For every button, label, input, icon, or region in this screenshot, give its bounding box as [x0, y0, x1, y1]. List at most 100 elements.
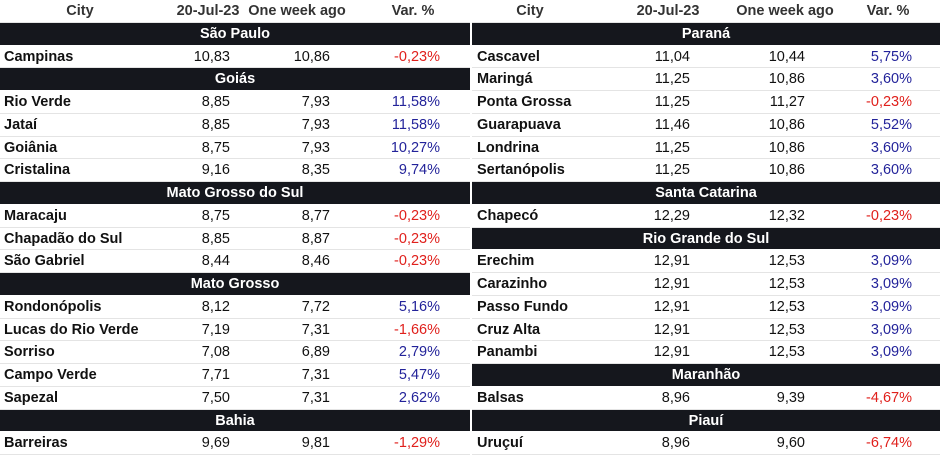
variation: 5,75%: [870, 48, 912, 65]
price: 9,81: [301, 435, 330, 452]
price: 7,71: [201, 367, 230, 383]
data-row: Passo Fundo 12,91 12,53 3,09%: [472, 296, 940, 319]
column-header: Var. %: [866, 3, 910, 19]
price: 12,53: [768, 253, 805, 270]
variation: 3,09%: [870, 344, 912, 361]
price: 11,25: [654, 94, 690, 110]
state-name: Mato Grosso do Sul: [166, 185, 304, 201]
price: 12,91: [653, 253, 690, 270]
price: 12,91: [653, 321, 690, 338]
variation: 3,60%: [870, 162, 912, 179]
column-header: 20-Jul-23: [176, 3, 240, 19]
data-row: Carazinho 12,91 12,53 3,09%: [472, 273, 940, 296]
data-row: Sertanópolis 11,25 10,86 3,60%: [472, 159, 940, 182]
variation: 2,62%: [398, 389, 440, 406]
price: 8,12: [201, 298, 230, 315]
data-row: Goiânia 8,75 7,93 10,27%: [0, 137, 470, 160]
price: 12,29: [653, 207, 690, 224]
data-row: Erechim 12,91 12,53 3,09%: [472, 250, 940, 273]
price: 7,93: [301, 116, 330, 133]
city-name: Guarapuava: [477, 116, 561, 133]
variation: 9,74%: [398, 162, 440, 179]
variation: 10,27%: [390, 139, 440, 156]
table: City 20-Jul-23 One week ago Var. % São Paulo…: [0, 0, 470, 455]
column-header: 20-Jul-23: [636, 3, 700, 19]
city-name: Sorriso: [4, 344, 55, 361]
variation: 3,60%: [870, 139, 912, 156]
city-name: Goiânia: [4, 139, 58, 156]
price: 8,85: [201, 94, 230, 110]
data-row: Maringá 11,25 10,86 3,60%: [472, 68, 940, 91]
price: 11,46: [654, 116, 690, 133]
price: 8,75: [201, 207, 230, 224]
variation: 5,16%: [398, 298, 440, 315]
price: 11,27: [769, 94, 805, 110]
variation: 11,58%: [391, 94, 440, 110]
variation: -0,23%: [394, 230, 440, 247]
data-row: Maracaju 8,75 8,77 -0,23%: [0, 205, 470, 228]
state-header: Goiás: [0, 68, 470, 91]
city-name: Jataí: [4, 116, 38, 133]
city-name: Passo Fundo: [477, 298, 569, 315]
price: 7,08: [201, 344, 230, 361]
price: 12,53: [768, 344, 805, 361]
variation: -0,23%: [866, 207, 912, 224]
column-header: One week ago: [248, 3, 346, 19]
price: 10,83: [193, 48, 230, 65]
city-name: Maringá: [477, 71, 533, 88]
state-header: São Paulo: [0, 22, 470, 46]
column-header: One week ago: [736, 3, 834, 19]
data-row: Sorriso 7,08 6,89 2,79%: [0, 341, 470, 364]
variation: 3,60%: [870, 71, 912, 88]
price: 7,93: [301, 139, 330, 156]
variation: 3,09%: [870, 253, 912, 270]
price: 7,31: [301, 367, 330, 383]
price: 11,25: [654, 139, 690, 156]
data-row: Guarapuava 11,46 10,86 5,52%: [472, 114, 940, 137]
city-name: Maracaju: [4, 207, 67, 224]
price: 12,53: [768, 298, 805, 315]
city-name: Londrina: [477, 139, 540, 156]
table: City 20-Jul-23 One week ago Var. % Paraná Cas…: [472, 0, 940, 455]
variation: -6,74%: [866, 435, 912, 452]
price: 9,60: [776, 435, 805, 452]
state-header: Bahia: [0, 409, 470, 433]
variation: -4,67%: [866, 389, 912, 406]
variation: 3,09%: [870, 276, 912, 292]
data-row: Chapadão do Sul 8,85 8,87 -0,23%: [0, 228, 470, 251]
city-name: Sertanópolis: [477, 162, 565, 179]
price: 8,44: [201, 253, 230, 270]
state-name: São Paulo: [199, 25, 271, 42]
city-name: Cascavel: [477, 48, 540, 65]
data-row: Cruz Alta 12,91 12,53 3,09%: [472, 319, 940, 342]
price: 10,86: [293, 48, 330, 65]
price: 8,96: [661, 435, 690, 452]
price: 8,77: [301, 207, 330, 224]
state-header: Maranhão: [472, 364, 940, 387]
price: 7,19: [201, 321, 230, 338]
price: 8,46: [301, 253, 330, 270]
city-name: Erechim: [477, 253, 535, 270]
variation: 11,58%: [391, 116, 440, 133]
data-row: Campinas 10,83 10,86 -0,23%: [0, 46, 470, 69]
data-row: Sapezal 7,50 7,31 2,62%: [0, 387, 470, 410]
city-name: Cristalina: [4, 162, 71, 179]
state-name: Bahia: [215, 412, 255, 429]
city-name: Chapadão do Sul: [4, 230, 123, 247]
price: 8,87: [301, 230, 330, 247]
price: 9,69: [201, 435, 230, 452]
state-name: Santa Catarina: [655, 185, 757, 201]
data-row: Lucas do Rio Verde 7,19 7,31 -1,66%: [0, 319, 470, 342]
city-name: Cruz Alta: [477, 321, 541, 338]
header-row: City 20-Jul-23 One week ago Var. %: [0, 0, 470, 23]
state-header: Rio Grande do Sul: [472, 227, 940, 251]
variation: -0,23%: [866, 94, 912, 110]
variation: 3,09%: [870, 321, 912, 338]
variation: 5,52%: [870, 116, 912, 133]
data-row: Ponta Grossa 11,25 11,27 -0,23%: [472, 91, 940, 114]
city-name: Ponta Grossa: [477, 94, 572, 110]
city-name: Rondonópolis: [4, 298, 102, 315]
data-row: Balsas 8,96 9,39 -4,67%: [472, 387, 940, 410]
data-row: Londrina 11,25 10,86 3,60%: [472, 137, 940, 160]
